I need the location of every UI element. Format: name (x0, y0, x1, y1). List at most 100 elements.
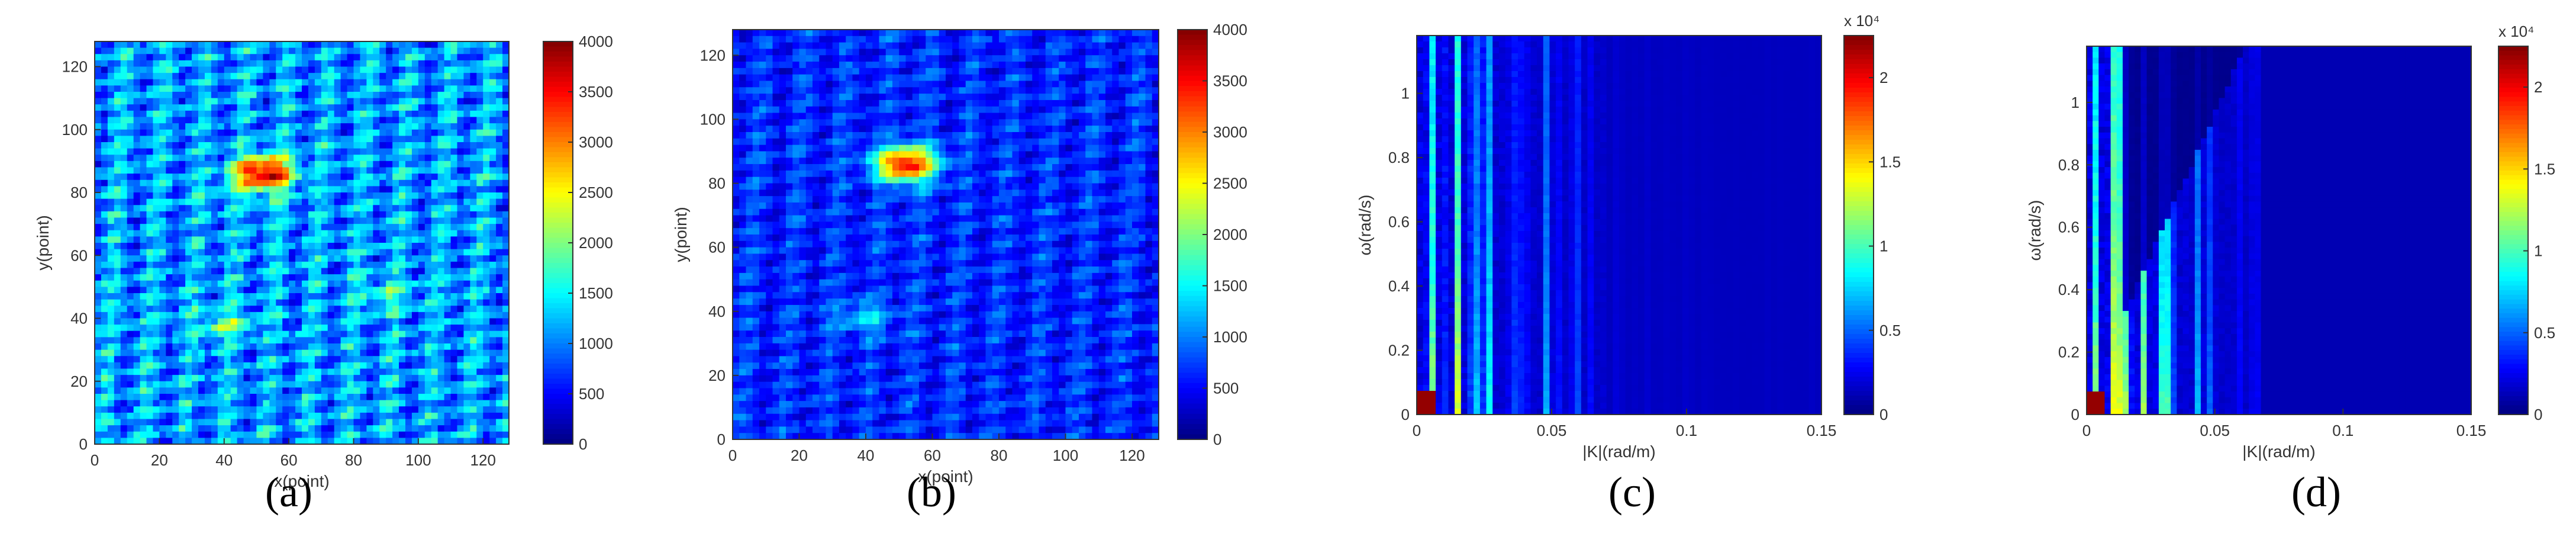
heatmap-cell (451, 375, 458, 381)
heatmap-cell (431, 419, 439, 426)
heatmap-cell (360, 300, 367, 306)
heatmap-cell (166, 425, 173, 432)
heatmap-cell (366, 85, 373, 92)
colorbar-swatch (543, 67, 573, 72)
heatmap-cell (405, 73, 412, 79)
heatmap-cell (386, 362, 393, 369)
heatmap-cell (470, 331, 477, 338)
heatmap-cell (302, 362, 309, 369)
heatmap-cell (470, 168, 477, 174)
heatmap-cell (483, 331, 490, 338)
heatmap-cell (366, 249, 373, 256)
heatmap-cell (360, 60, 367, 67)
heatmap-cell (753, 100, 760, 107)
heatmap-cell (321, 48, 328, 54)
heatmap-cell (405, 130, 412, 136)
heatmap-cell (399, 343, 406, 350)
heatmap-cell (295, 381, 302, 388)
heatmap-cell (269, 168, 276, 174)
heatmap-cell (392, 48, 399, 54)
heatmap-cell (295, 432, 302, 438)
heatmap-cell (872, 30, 879, 36)
heatmap-cell (121, 293, 128, 300)
heatmap-cell (108, 362, 115, 369)
heatmap-cell (334, 400, 341, 407)
heatmap-cell (231, 117, 238, 124)
heatmap-cell (185, 60, 192, 67)
heatmap-cell (360, 255, 367, 262)
heatmap-cell (412, 168, 419, 174)
heatmap-cell (108, 343, 115, 350)
heatmap-cell (282, 300, 289, 306)
heatmap-cell (237, 54, 244, 60)
heatmap-cell (826, 43, 833, 49)
heatmap-cell (276, 98, 283, 105)
heatmap-cell (405, 205, 412, 211)
heatmap-cell (295, 136, 302, 142)
heatmap-cell (412, 406, 419, 413)
heatmap-cell (1005, 87, 1013, 94)
heatmap-cell (95, 79, 102, 86)
heatmap-cell (859, 87, 866, 94)
heatmap-cell (250, 331, 257, 338)
heatmap-cell (308, 211, 315, 218)
heatmap-cell (1013, 75, 1020, 81)
heatmap-cell (354, 48, 361, 54)
heatmap-cell (159, 337, 166, 343)
heatmap-cell (399, 438, 406, 444)
heatmap-cell (470, 425, 477, 432)
heatmap-cell (959, 36, 966, 43)
heatmap-cell (833, 30, 840, 36)
heatmap-cell (360, 205, 367, 211)
heatmap-cell (470, 117, 477, 124)
heatmap-cell (502, 300, 510, 306)
heatmap-cell (425, 413, 432, 419)
heatmap-cell (289, 375, 296, 381)
heatmap-cell (457, 319, 465, 325)
heatmap-cell (405, 331, 412, 338)
heatmap-cell (172, 117, 179, 124)
heatmap-cell (1046, 100, 1053, 107)
heatmap-cell (159, 130, 166, 136)
heatmap-cell (134, 325, 141, 331)
heatmap-cell (269, 174, 276, 180)
heatmap-cell (451, 161, 458, 168)
heatmap-cell (256, 54, 263, 60)
heatmap-cell (147, 375, 154, 381)
heatmap-cell (992, 75, 1000, 81)
heatmap-cell (334, 362, 341, 369)
heatmap-cell (1052, 87, 1059, 94)
colorbar-swatch (543, 404, 573, 409)
heatmap-cell (926, 43, 933, 49)
heatmap-cell (308, 350, 315, 356)
heatmap-cell (379, 211, 386, 218)
heatmap-cell (269, 161, 276, 168)
heatmap-cell (496, 41, 503, 48)
heatmap-cell (779, 94, 786, 100)
heatmap-cell (256, 281, 263, 287)
heatmap-cell (334, 369, 341, 375)
heatmap-cell (250, 319, 257, 325)
heatmap-cell (302, 186, 309, 192)
heatmap-cell (431, 350, 439, 356)
heatmap-cell (211, 425, 218, 432)
heatmap-cell (457, 243, 465, 249)
heatmap-cell (218, 268, 225, 275)
heatmap-cell (121, 111, 128, 117)
heatmap-cell (289, 319, 296, 325)
heatmap-cell (759, 75, 766, 81)
heatmap-cell (263, 161, 270, 168)
heatmap-cell (379, 67, 386, 73)
heatmap-cell (237, 186, 244, 192)
heatmap-cell (114, 230, 121, 237)
heatmap-cell (418, 54, 425, 60)
heatmap-cell (263, 85, 270, 92)
heatmap-cell (276, 255, 283, 262)
heatmap-cell (198, 425, 205, 432)
heatmap-cell (244, 60, 251, 67)
heatmap-cell (334, 54, 341, 60)
heatmap-cell (237, 387, 244, 394)
heatmap-cell (425, 281, 432, 287)
heatmap-cell (483, 174, 490, 180)
heatmap-cell (315, 130, 322, 136)
